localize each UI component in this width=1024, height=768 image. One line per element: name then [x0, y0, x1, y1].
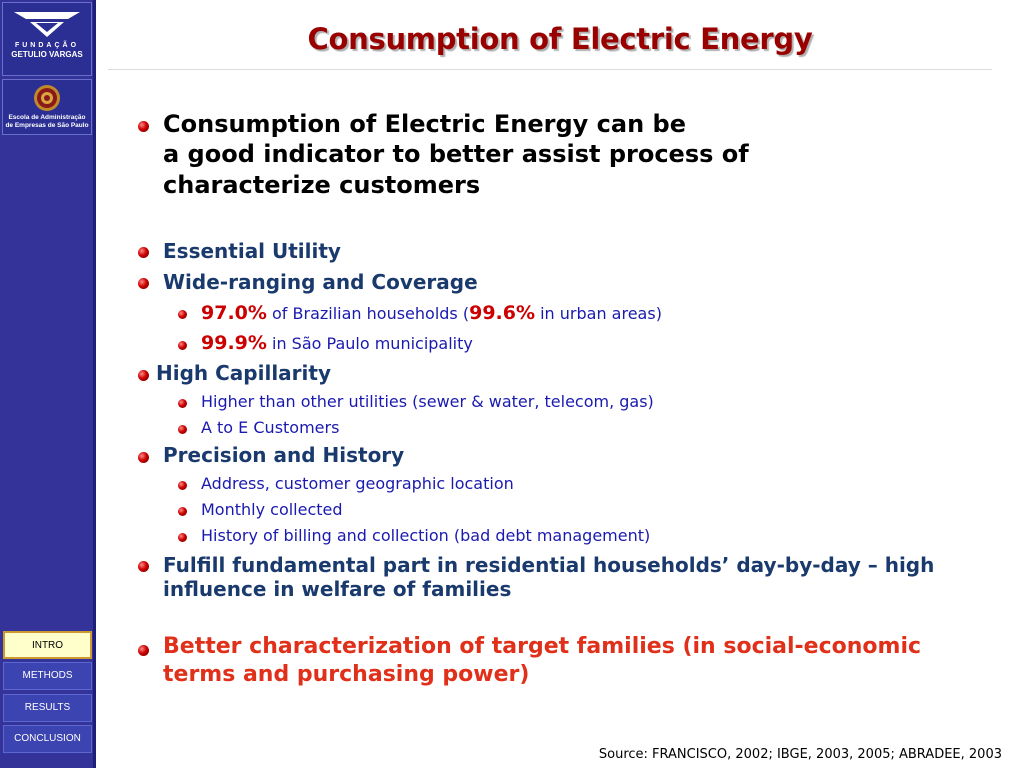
item-wide-ranging: Wide-ranging and Coverage — [163, 270, 478, 294]
title-divider — [108, 69, 992, 70]
subitem-precision-2: Monthly collected — [201, 500, 343, 519]
nav-methods[interactable]: METHODS — [3, 662, 92, 690]
text-brazil: of Brazilian households ( — [266, 304, 470, 323]
subitem-sao-paulo: 99.9% in São Paulo municipality — [201, 332, 473, 354]
subitem-capillarity-2: A to E Customers — [201, 418, 340, 437]
bullet-icon — [138, 645, 149, 656]
item-fulfill-line-1: Fulfill fundamental part in residential … — [163, 553, 935, 577]
pct-urban: 99.6% — [469, 302, 536, 324]
text-sao-paulo: in São Paulo municipality — [266, 334, 473, 353]
subitem-precision-1: Address, customer geographic location — [201, 474, 514, 493]
text-urban: in urban areas) — [535, 304, 662, 323]
bullet-icon — [138, 121, 149, 132]
fgv-emblem-icon — [14, 12, 80, 37]
bullet-icon — [178, 399, 187, 408]
pct-sao-paulo: 99.9% — [201, 332, 267, 354]
bullet-icon — [138, 278, 149, 289]
eaesp-logo-line1: Escola de Administração — [8, 114, 86, 121]
subitem-capillarity-1: Higher than other utilities (sewer & wat… — [201, 392, 654, 411]
sidebar: FUNDAÇÃO GETULIO VARGAS Escola de Admini… — [0, 0, 96, 768]
bullet-icon — [138, 247, 149, 258]
bullet-icon — [178, 341, 187, 350]
subitem-brazil-coverage: 97.0% of Brazilian households (99.6% in … — [201, 302, 662, 324]
nav-conclusion[interactable]: CONCLUSION — [3, 725, 92, 753]
intro-line-2: a good indicator to better assist proces… — [163, 140, 749, 168]
nav-intro[interactable]: INTRO — [3, 631, 92, 659]
intro-line-1: Consumption of Electric Energy can be — [163, 110, 686, 138]
eaesp-seal-icon — [34, 85, 60, 111]
bullet-icon — [138, 561, 149, 572]
fgv-logo: FUNDAÇÃO GETULIO VARGAS — [2, 2, 92, 76]
bullet-icon — [178, 425, 187, 434]
bullet-icon — [138, 370, 149, 381]
bullet-icon — [138, 452, 149, 463]
eaesp-logo: Escola de Administração de Empresas de S… — [2, 79, 92, 135]
item-better-line-2: terms and purchasing power) — [163, 662, 530, 687]
pct-brazil: 97.0% — [201, 302, 267, 324]
bullet-icon — [178, 310, 187, 319]
fgv-logo-line2: GETULIO VARGAS — [11, 50, 83, 59]
fgv-logo-line1: FUNDAÇÃO — [14, 42, 80, 49]
item-better-line-1: Better characterization of target famili… — [163, 634, 922, 659]
bullet-icon — [178, 507, 187, 516]
slide-title: Consumption of Electric Energy — [307, 22, 813, 56]
item-fulfill-line-2: influence in welfare of families — [163, 577, 512, 601]
sidebar-edge — [93, 0, 96, 768]
item-high-capillarity: High Capillarity — [156, 361, 331, 385]
eaesp-logo-line2: de Empresas de São Paulo — [5, 122, 89, 129]
bullet-icon — [178, 481, 187, 490]
source-citation: Source: FRANCISCO, 2002; IBGE, 2003, 200… — [598, 747, 1002, 762]
item-essential-utility: Essential Utility — [163, 239, 341, 263]
nav-results[interactable]: RESULTS — [3, 694, 92, 722]
item-precision-history: Precision and History — [163, 443, 405, 467]
bullet-icon — [178, 533, 187, 542]
subitem-precision-3: History of billing and collection (bad d… — [201, 526, 651, 545]
intro-line-3: characterize customers — [163, 171, 481, 199]
